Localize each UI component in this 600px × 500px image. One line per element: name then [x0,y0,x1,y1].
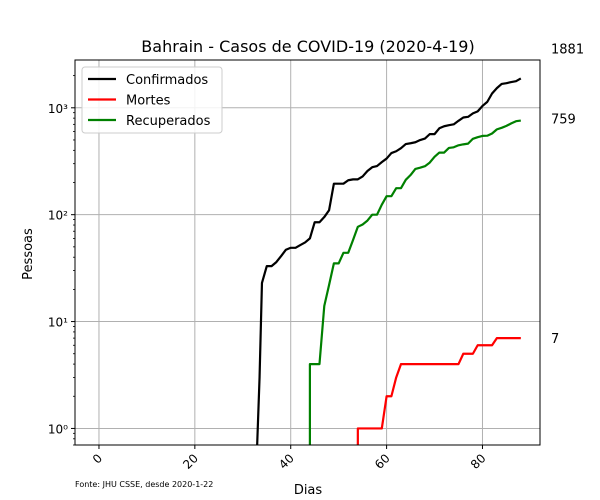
x-tick-label: 20 [180,451,201,472]
chart-title: Bahrain - Casos de COVID-19 (2020-4-19) [141,37,474,56]
ticks: 0 20 40 60 80 10⁰ 10¹ 10² 10³ [48,75,489,472]
legend-label-mortes: Mortes [126,94,171,109]
end-label-mortes: 7 [551,332,559,347]
series-line-confirmados [256,77,522,445]
legend: Confirmados Mortes Recuperados [81,66,223,134]
plot-frame [74,59,541,446]
series-line-mortes [356,337,521,445]
y-tick-label: 10³ [48,102,68,116]
legend-label-recuperados: Recuperados [126,114,211,129]
y-axis-title: Pessoas [21,228,36,280]
y-tick-label: 10⁰ [48,422,68,436]
series-layer [256,77,522,445]
x-axis-title: Dias [294,483,323,498]
legend-box [81,66,223,134]
end-label-confirmados: 1881 [551,42,584,57]
x-tick-label: 80 [468,451,489,472]
source-note: Fonte: JHU CSSE, desde 2020-1-22 [75,480,213,489]
y-tick-label: 10² [48,209,68,223]
end-labels: 1881 7 759 [551,42,584,347]
x-tick-label: 60 [372,451,393,472]
y-tick-label: 10¹ [48,316,68,330]
end-label-recuperados: 759 [551,113,576,128]
x-tick-label: 40 [276,451,297,472]
legend-label-confirmados: Confirmados [126,73,208,88]
x-tick-label: 0 [90,451,105,466]
series-line-recuperados [308,119,521,445]
